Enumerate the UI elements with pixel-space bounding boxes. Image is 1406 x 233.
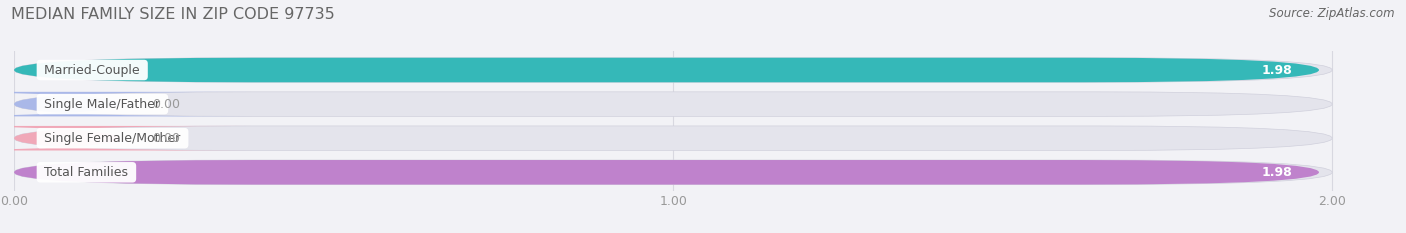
Text: Single Female/Mother: Single Female/Mother <box>41 132 184 145</box>
Text: 1.98: 1.98 <box>1263 64 1292 76</box>
FancyBboxPatch shape <box>14 58 1333 82</box>
FancyBboxPatch shape <box>14 92 1333 116</box>
Text: Married-Couple: Married-Couple <box>41 64 143 76</box>
Text: 0.00: 0.00 <box>152 98 180 111</box>
FancyBboxPatch shape <box>14 126 1333 151</box>
Text: MEDIAN FAMILY SIZE IN ZIP CODE 97735: MEDIAN FAMILY SIZE IN ZIP CODE 97735 <box>11 7 335 22</box>
Text: 1.98: 1.98 <box>1263 166 1292 179</box>
FancyBboxPatch shape <box>14 160 1333 185</box>
FancyBboxPatch shape <box>0 126 252 151</box>
FancyBboxPatch shape <box>14 58 1319 82</box>
Text: Source: ZipAtlas.com: Source: ZipAtlas.com <box>1270 7 1395 20</box>
FancyBboxPatch shape <box>0 92 252 116</box>
FancyBboxPatch shape <box>14 160 1319 185</box>
Text: Single Male/Father: Single Male/Father <box>41 98 165 111</box>
Text: Total Families: Total Families <box>41 166 132 179</box>
Text: 0.00: 0.00 <box>152 132 180 145</box>
